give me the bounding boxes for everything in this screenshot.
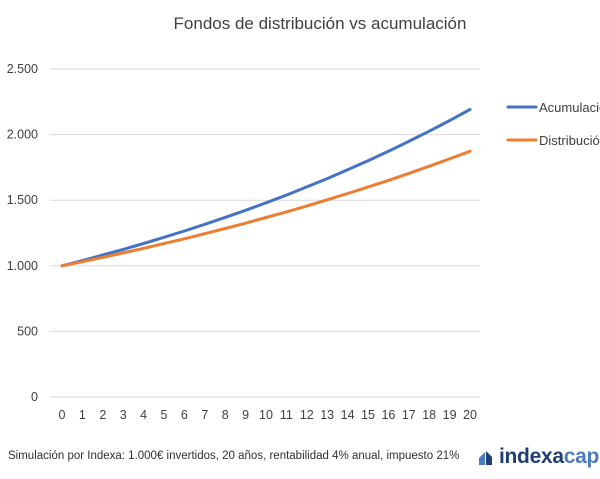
x-tick-label: 10 (259, 408, 273, 422)
brand-logo: indexacapi (478, 444, 600, 470)
x-tick-label: 5 (161, 408, 168, 422)
x-tick-label: 17 (402, 408, 416, 422)
legend-label: Acumulación (539, 100, 600, 115)
x-tick-label: 2 (99, 408, 106, 422)
series-line (60, 108, 472, 268)
x-tick-label: 0 (59, 408, 66, 422)
brand-mark-icon (479, 451, 492, 465)
series-lines (60, 108, 472, 268)
y-tick-label: 1.000 (7, 259, 38, 273)
x-tick-label: 20 (463, 408, 477, 422)
x-tick-label: 4 (140, 408, 147, 422)
x-tick-label: 16 (381, 408, 395, 422)
y-axis-labels: 0 500 1.000 1.500 2.000 2.500 (7, 62, 38, 404)
y-tick-label: 0 (31, 390, 38, 404)
footnote: Simulación por Indexa: 1.000€ invertidos… (8, 450, 460, 462)
legend-label: Distribución (539, 133, 600, 148)
x-tick-label: 9 (242, 408, 249, 422)
x-tick-label: 14 (341, 408, 355, 422)
x-tick-label: 3 (120, 408, 127, 422)
brand-wordmark: indexacapi (499, 445, 600, 469)
y-tick-label: 2.000 (7, 128, 38, 142)
y-tick-label: 2.500 (7, 62, 38, 76)
x-tick-label: 13 (320, 408, 334, 422)
y-tick-label: 500 (17, 324, 38, 338)
x-tick-label: 8 (222, 408, 229, 422)
x-tick-label: 18 (422, 408, 436, 422)
x-tick-label: 6 (181, 408, 188, 422)
x-tick-label: 7 (201, 408, 208, 422)
y-tick-label: 1.500 (7, 193, 38, 207)
x-axis-labels: 0 1 2 3 4 5 6 7 8 9 10 11 12 13 14 15 16 17 18 19 20 (59, 408, 477, 422)
gridlines (50, 68, 480, 398)
series-line (60, 149, 472, 268)
x-tick-label: 11 (280, 408, 293, 422)
brand-wordmark-part2: capi (563, 445, 600, 468)
brand-wordmark-part1: indexa (499, 445, 564, 468)
x-tick-label: 12 (300, 408, 314, 422)
x-tick-label: 1 (79, 408, 86, 422)
legend: Acumulación Distribución (506, 100, 600, 148)
chart-title: Fondos de distribución vs acumulación (173, 14, 467, 33)
x-tick-label: 19 (443, 408, 457, 422)
x-tick-label: 15 (361, 408, 375, 422)
